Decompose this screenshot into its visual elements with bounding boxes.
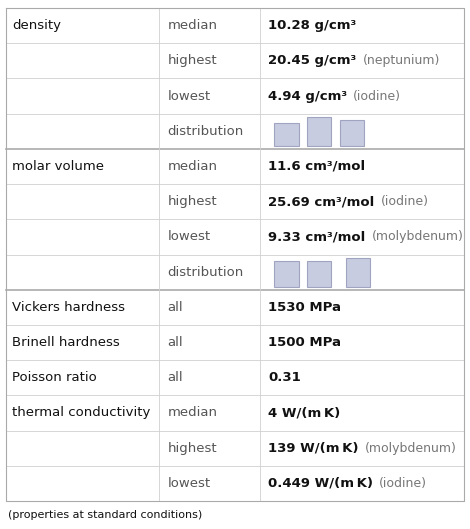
Text: distribution: distribution [167, 125, 243, 138]
Text: highest: highest [167, 195, 217, 208]
Text: 9.33 cm³/mol: 9.33 cm³/mol [268, 231, 366, 243]
Text: 20.45 g/cm³: 20.45 g/cm³ [268, 54, 356, 67]
Text: (properties at standard conditions): (properties at standard conditions) [8, 510, 202, 520]
Text: Poisson ratio: Poisson ratio [12, 371, 97, 384]
Text: 0.449 W/(m K): 0.449 W/(m K) [268, 477, 373, 490]
Text: 4.94 g/cm³: 4.94 g/cm³ [268, 89, 347, 103]
Text: lowest: lowest [167, 89, 211, 103]
Text: (molybdenum): (molybdenum) [365, 442, 456, 455]
Text: molar volume: molar volume [12, 160, 104, 173]
Text: 1530 MPa: 1530 MPa [268, 301, 341, 314]
Bar [345, 258, 370, 287]
Text: lowest: lowest [167, 477, 211, 490]
Text: median: median [167, 19, 218, 32]
Text: Vickers hardness: Vickers hardness [12, 301, 125, 314]
Text: highest: highest [167, 54, 217, 67]
Text: (molybdenum): (molybdenum) [371, 231, 463, 243]
Bar [274, 123, 299, 145]
Text: highest: highest [167, 442, 217, 455]
Text: (iodine): (iodine) [353, 89, 401, 103]
Bar [339, 120, 364, 145]
Text: (iodine): (iodine) [380, 195, 429, 208]
Text: 10.28 g/cm³: 10.28 g/cm³ [268, 19, 356, 32]
Text: (neptunium): (neptunium) [362, 54, 440, 67]
Bar [307, 261, 331, 287]
Text: median: median [167, 160, 218, 173]
Text: 1500 MPa: 1500 MPa [268, 336, 341, 349]
Text: 139 W/(m K): 139 W/(m K) [268, 442, 359, 455]
Text: lowest: lowest [167, 231, 211, 243]
Text: 11.6 cm³/mol: 11.6 cm³/mol [268, 160, 365, 173]
Text: all: all [167, 301, 183, 314]
Text: 4 W/(m K): 4 W/(m K) [268, 406, 340, 419]
Text: density: density [12, 19, 61, 32]
Text: all: all [167, 336, 183, 349]
Bar [307, 117, 331, 145]
Bar [274, 261, 299, 287]
Text: 0.31: 0.31 [268, 371, 301, 384]
Text: all: all [167, 371, 183, 384]
Text: thermal conductivity: thermal conductivity [12, 406, 150, 419]
Text: (iodine): (iodine) [379, 477, 427, 490]
Text: median: median [167, 406, 218, 419]
Text: 25.69 cm³/mol: 25.69 cm³/mol [268, 195, 375, 208]
Text: Brinell hardness: Brinell hardness [12, 336, 120, 349]
Text: distribution: distribution [167, 266, 243, 279]
